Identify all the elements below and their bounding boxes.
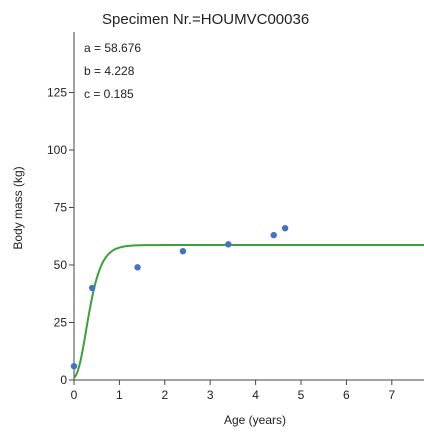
y-tick-label: 100: [47, 143, 67, 157]
data-point: [70, 363, 78, 370]
x-tick-label: 3: [207, 388, 214, 402]
data-point: [225, 241, 232, 248]
x-ticks: 0 1 2 3 4 5 6 7: [71, 380, 395, 402]
y-tick-label: 50: [54, 258, 68, 272]
data-point: [88, 284, 96, 292]
fit-parameters: a = 58.676 b = 4.228 c = 0.185: [84, 41, 141, 101]
data-point: [270, 231, 277, 239]
y-tick-label: 75: [54, 201, 68, 215]
x-tick-label: 2: [161, 388, 168, 402]
fit-parameter-label: c = 0.185: [84, 87, 134, 101]
data-point: [134, 264, 141, 271]
x-axis-label: Age (years): [224, 413, 286, 427]
fitted-curve: [73, 244, 424, 379]
x-tick-label: 0: [71, 388, 78, 402]
chart-title: Specimen Nr.=HOUMVC00036: [102, 11, 309, 28]
y-ticks: 0 25 50 75 100 125: [47, 86, 74, 387]
x-tick-label: 1: [116, 388, 123, 402]
data-points: [70, 225, 289, 370]
y-tick-label: 0: [60, 373, 67, 387]
x-tick-label: 6: [343, 388, 350, 402]
x-tick-label: 7: [388, 388, 395, 402]
x-tick-label: 4: [252, 388, 259, 402]
y-axis-label: Body mass (kg): [11, 166, 25, 249]
y-tick-label: 125: [47, 86, 67, 100]
fit-parameter-label: b = 4.228: [84, 64, 135, 78]
y-tick-label: 25: [54, 316, 68, 330]
fit-parameter-label: a = 58.676: [84, 41, 141, 55]
x-tick-label: 5: [298, 388, 305, 402]
data-point: [179, 248, 187, 255]
data-point: [281, 225, 289, 232]
